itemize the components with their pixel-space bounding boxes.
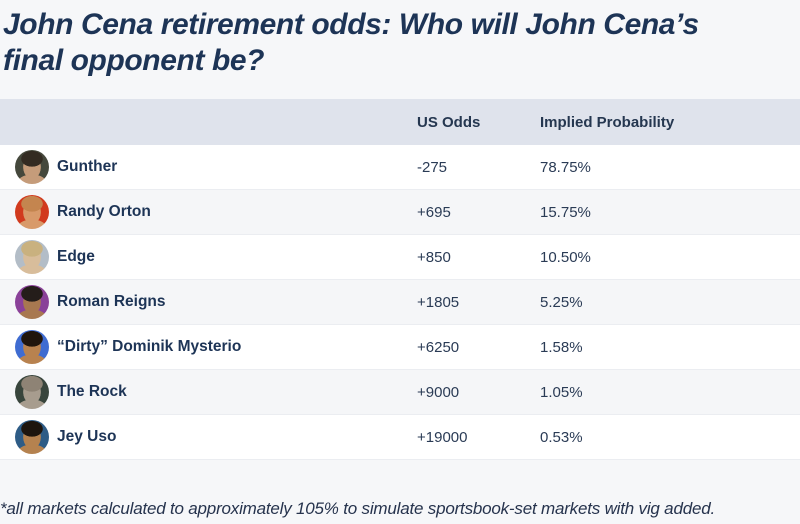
page-title: John Cena retirement odds: Who will John…	[3, 8, 699, 77]
wrestler-avatar	[15, 375, 49, 409]
wrestler-name: Edge	[57, 248, 95, 265]
us-odds-value: -275	[417, 158, 448, 176]
column-header-us-odds: US Odds	[417, 113, 481, 131]
table-header-row: US Odds Implied Probability	[0, 99, 800, 145]
table-row: Roman Reigns +1805 5.25%	[0, 280, 800, 325]
table-row: Edge +850 10.50%	[0, 235, 800, 280]
implied-probability-value: 15.75%	[540, 203, 591, 221]
us-odds-value: +850	[417, 248, 451, 266]
wrestler-name: Randy Orton	[57, 203, 151, 220]
implied-probability-value: 10.50%	[540, 248, 591, 266]
wrestler-avatar	[15, 420, 49, 454]
wrestler-name: “Dirty” Dominik Mysterio	[57, 338, 242, 355]
wrestler-avatar	[15, 240, 49, 274]
table-row: Gunther -275 78.75%	[0, 145, 800, 190]
vig-footnote: *all markets calculated to approximately…	[0, 499, 715, 518]
table-row: Randy Orton +695 15.75%	[0, 190, 800, 235]
implied-probability-value: 1.05%	[540, 383, 583, 401]
table-row: The Rock +9000 1.05%	[0, 370, 800, 415]
wrestler-avatar	[15, 150, 49, 184]
wrestler-name: Gunther	[57, 158, 118, 175]
wrestler-avatar	[15, 330, 49, 364]
table-row: Jey Uso +19000 0.53%	[0, 415, 800, 460]
implied-probability-value: 0.53%	[540, 428, 583, 446]
implied-probability-value: 1.58%	[540, 338, 583, 356]
us-odds-value: +19000	[417, 428, 468, 446]
table-row: “Dirty” Dominik Mysterio +6250 1.58%	[0, 325, 800, 370]
odds-table: US Odds Implied Probability Gunther -275…	[0, 99, 800, 460]
column-header-implied-probability: Implied Probability	[540, 113, 675, 131]
us-odds-value: +1805	[417, 293, 460, 311]
wrestler-avatar	[15, 195, 49, 229]
implied-probability-value: 5.25%	[540, 293, 583, 311]
us-odds-value: +9000	[417, 383, 460, 401]
wrestler-name: Roman Reigns	[57, 293, 166, 310]
us-odds-value: +6250	[417, 338, 460, 356]
us-odds-value: +695	[417, 203, 451, 221]
wrestler-name: Jey Uso	[57, 428, 117, 445]
implied-probability-value: 78.75%	[540, 158, 591, 176]
wrestler-name: The Rock	[57, 383, 127, 400]
wrestler-avatar	[15, 285, 49, 319]
